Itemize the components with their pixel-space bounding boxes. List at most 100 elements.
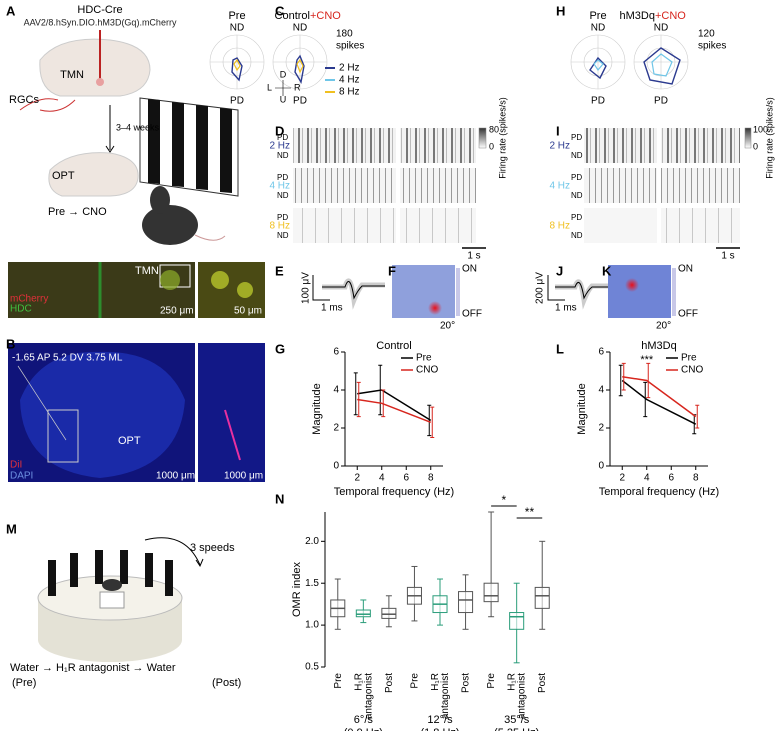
group-label: 35°/s: [504, 714, 530, 726]
x-tick-label: Pre: [409, 673, 420, 689]
label: (Pre): [12, 677, 36, 689]
label: Control: [275, 10, 310, 22]
y-tick-label: 4: [598, 385, 604, 396]
label: 80: [489, 124, 499, 134]
label: 3–4 weeks: [116, 122, 160, 132]
y-tick-label: 6: [333, 347, 339, 358]
x-tick-label: Post: [537, 673, 548, 693]
label: 4 Hz: [549, 181, 570, 192]
x-tick-label: H₁Rantagonist: [506, 673, 527, 719]
label: -1.65 AP 5.2 DV 3.75 ML: [12, 353, 123, 364]
label: 1000 μm: [224, 471, 263, 482]
label: PD: [293, 96, 307, 107]
y-axis-label: OMR index: [291, 561, 303, 617]
panel-b-images: [8, 343, 265, 482]
panel-label: C: [275, 3, 285, 18]
label: DAPI: [10, 471, 33, 482]
x-tick-label: 6: [668, 473, 674, 484]
y-tick-label: 1.0: [305, 620, 319, 631]
error-bar: [646, 362, 651, 399]
series-line: [621, 379, 697, 425]
label: spikes: [698, 41, 726, 52]
group-label: (1.8 Hz): [420, 727, 459, 731]
legend-label: CNO: [416, 365, 438, 376]
label: 100: [753, 124, 768, 134]
y-axis-label: Magnitude: [576, 383, 588, 434]
error-bar: [381, 389, 386, 418]
y-tick-label: 1.5: [305, 578, 319, 589]
label: OFF: [678, 309, 698, 320]
x-tick-label: H₁Rantagonist: [353, 673, 374, 719]
label: 120: [698, 29, 715, 40]
label: L: [267, 82, 272, 92]
label: 1 ms: [555, 303, 577, 314]
label: OPT: [118, 435, 141, 447]
x-tick-label: 2: [354, 473, 360, 484]
label: 2 Hz: [549, 141, 570, 152]
x-axis-label: Temporal frequency (Hz): [599, 486, 719, 498]
panel-label: K: [602, 263, 612, 278]
series-line: [357, 389, 432, 422]
label: ND: [571, 191, 583, 200]
label: Firing rate (spikes/s): [764, 97, 774, 179]
series-line: [357, 398, 432, 423]
x-tick-label: Pre: [486, 673, 497, 689]
panel-label: B: [6, 336, 15, 351]
label: Water → H₁R antagonist → Water: [10, 662, 176, 674]
rasters: [293, 127, 752, 249]
box: [381, 607, 397, 619]
label: 180: [336, 29, 353, 40]
label: +CNO: [655, 10, 686, 22]
panel-label: G: [275, 341, 285, 356]
x-tick-label: 4: [644, 473, 650, 484]
label: 200 μV: [535, 272, 546, 304]
label: HDC-Cre: [77, 4, 122, 16]
label: ND: [277, 151, 289, 160]
box: [534, 586, 550, 609]
label: ON: [678, 264, 693, 275]
y-tick-label: 2: [598, 423, 604, 434]
panel-label: D: [275, 123, 284, 138]
label: spikes: [336, 41, 364, 52]
group-label: (5.25 Hz): [494, 727, 539, 731]
dynamic-layer: A B C D E F G H I J K L M N HDC-CreAAV2/8.hSyn.DIO.hM3…: [6, 3, 774, 731]
label: ND: [293, 23, 307, 34]
x-tick-label: 6: [403, 473, 409, 484]
x-tick-label: Pre: [332, 673, 343, 689]
x-tick-label: H₁Rantagonist: [430, 673, 451, 719]
series-line: [622, 375, 697, 418]
legend-label: CNO: [681, 365, 703, 376]
error-bar: [643, 381, 648, 418]
label: 50 μm: [234, 306, 262, 317]
label: 1 s: [467, 251, 480, 262]
error-bar: [430, 406, 435, 438]
label: 2 Hz: [269, 141, 290, 152]
x-tick-label: 8: [428, 473, 434, 484]
box: [483, 582, 499, 603]
box: [458, 591, 474, 614]
label: ND: [277, 191, 289, 200]
label: Pre: [228, 10, 245, 22]
panel-label: A: [6, 3, 16, 18]
label: 4 Hz: [269, 181, 290, 192]
label: 8 Hz: [339, 87, 360, 98]
y-tick-label: 2.0: [305, 536, 319, 547]
label: 20°: [440, 321, 455, 332]
x-tick-label: Post: [384, 673, 395, 693]
label: PD: [571, 213, 582, 222]
label: 250 μm: [160, 306, 194, 317]
label: PD: [230, 96, 244, 107]
legend-label: Pre: [681, 353, 697, 364]
panel-label: N: [275, 491, 284, 506]
error-bar: [353, 372, 358, 416]
label: 20°: [656, 321, 671, 332]
label: (Post): [212, 677, 241, 689]
label: OPT: [52, 170, 75, 182]
label: 0: [489, 141, 494, 151]
label: R: [294, 82, 301, 92]
label: Pre: [589, 10, 606, 22]
panel-label: E: [275, 263, 284, 278]
label: PD: [277, 173, 288, 182]
label: mCherry: [10, 294, 48, 305]
y-tick-label: 2: [333, 423, 339, 434]
